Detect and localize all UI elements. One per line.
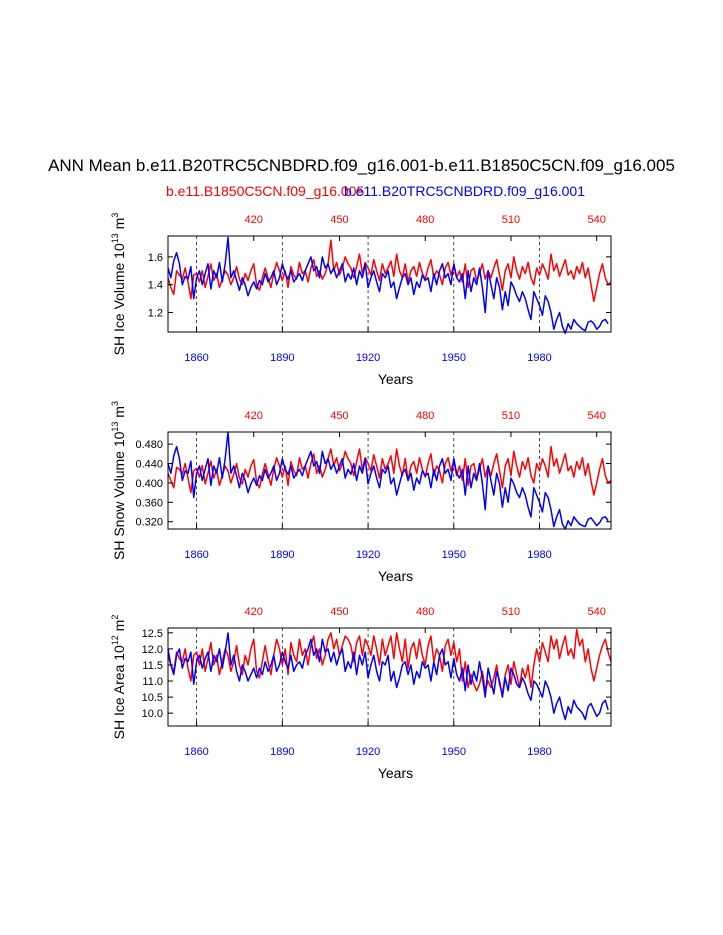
x-tick-label-top: 510: [502, 606, 520, 618]
x-tick-label-bottom: 1860: [184, 549, 208, 561]
plot-frame: [167, 235, 612, 333]
x-tick-label-top: 480: [416, 214, 434, 226]
legend-entry-red-series: b.e11.B1850C5CN.f09_g16.005: [166, 183, 365, 199]
x-axis-label: Years: [378, 765, 413, 781]
x-tick-label-bottom: 1980: [527, 746, 551, 758]
x-axis-label: Years: [378, 568, 413, 584]
y-axis-label: SH Snow Volume 1013 m3: [110, 401, 127, 560]
y-tick-label: 1.2: [148, 308, 163, 320]
chart-panel-2: 0.320 0.360 0.400 0.440 0.480 1860 1890 1920 195…: [110, 401, 612, 584]
x-tick-label-bottom: 1950: [442, 549, 466, 561]
y-tick-label: 1.6: [148, 252, 163, 264]
x-tick-label-top: 450: [330, 606, 348, 618]
x-tick-label-top: 540: [588, 606, 606, 618]
series-line-blue: [167, 632, 609, 721]
y-axis-label: SH Ice Area 1012 m2: [110, 615, 127, 740]
x-tick-label-top: 540: [588, 214, 606, 226]
x-tick-label-bottom: 1950: [442, 352, 466, 364]
x-tick-label-top: 510: [502, 410, 520, 422]
x-tick-label-top: 450: [330, 214, 348, 226]
y-tick-label: 12.0: [142, 644, 163, 656]
x-tick-label-top: 420: [245, 606, 263, 618]
y-tick-label: 11.0: [142, 676, 163, 688]
y-axis-label: SH Ice Volume 1013 m3: [110, 213, 127, 356]
y-axis-label-part: 13: [110, 422, 120, 432]
y-axis-label-part: m: [111, 218, 127, 234]
y-tick-label: 0.440: [135, 459, 163, 471]
y-axis-label-part: m: [111, 406, 127, 422]
x-tick-label-bottom: 1950: [442, 746, 466, 758]
y-tick-label: 10.0: [142, 708, 163, 720]
y-tick-label: 0.320: [135, 517, 163, 529]
y-axis-label-part: m: [111, 620, 127, 636]
x-tick-label-bottom: 1890: [270, 746, 294, 758]
y-axis-label-part: 12: [110, 635, 120, 645]
series-line-red: [167, 628, 612, 695]
y-tick-label: 0.360: [135, 497, 163, 509]
legend-entry-blue-series: b.e11.B20TRC5CNBDRD.f09_g16.001: [344, 183, 585, 199]
y-axis-label-part: 3: [110, 213, 120, 218]
chart-panel-1: 1.2 1.4 1.6 1860 1890 1920 1950 1980 420 450 480 51…: [110, 213, 612, 387]
x-tick-label-bottom: 1920: [356, 549, 380, 561]
plot-frame: [167, 431, 612, 530]
y-tick-label: 10.5: [142, 692, 163, 704]
x-tick-label-top: 450: [330, 410, 348, 422]
series-line-red: [167, 445, 612, 496]
y-axis-label-part: SH Ice Area 10: [111, 645, 127, 739]
x-tick-label-bottom: 1890: [270, 352, 294, 364]
y-axis-label-part: SH Ice Volume 10: [111, 243, 127, 355]
plot-frame: [167, 627, 612, 727]
x-tick-label-bottom: 1860: [184, 352, 208, 364]
x-tick-label-top: 540: [588, 410, 606, 422]
y-tick-label: 0.480: [135, 439, 163, 451]
y-tick-label: 1.4: [148, 280, 163, 292]
x-tick-label-bottom: 1920: [356, 352, 380, 364]
x-tick-label-bottom: 1980: [527, 549, 551, 561]
series-line-blue: [167, 431, 609, 530]
series-line-blue: [167, 236, 609, 335]
y-tick-label: 11.5: [142, 660, 163, 672]
x-tick-label-top: 480: [416, 410, 434, 422]
x-tick-label-bottom: 1920: [356, 746, 380, 758]
y-axis-label-part: SH Snow Volume 10: [111, 431, 127, 560]
chart-panel-3: 10.0 10.5 11.0 11.5 12.0 12.5 1860 1890 1920 1950…: [110, 606, 612, 781]
x-tick-label-top: 420: [245, 410, 263, 422]
x-tick-label-top: 510: [502, 214, 520, 226]
x-tick-label-bottom: 1890: [270, 549, 294, 561]
y-tick-label: 12.5: [142, 628, 163, 640]
figure-title: ANN Mean b.e11.B20TRC5CNBDRD.f09_g16.001…: [48, 156, 675, 175]
series-line-red: [167, 239, 612, 303]
y-axis-label-part: 2: [110, 615, 120, 620]
y-axis-label-part: 13: [110, 233, 120, 243]
x-tick-label-bottom: 1860: [184, 746, 208, 758]
x-tick-label-top: 420: [245, 214, 263, 226]
x-tick-label-bottom: 1980: [527, 352, 551, 364]
y-tick-label: 0.400: [135, 478, 163, 490]
y-axis-label-part: 3: [110, 401, 120, 406]
x-axis-label: Years: [378, 371, 413, 387]
x-tick-label-top: 480: [416, 606, 434, 618]
